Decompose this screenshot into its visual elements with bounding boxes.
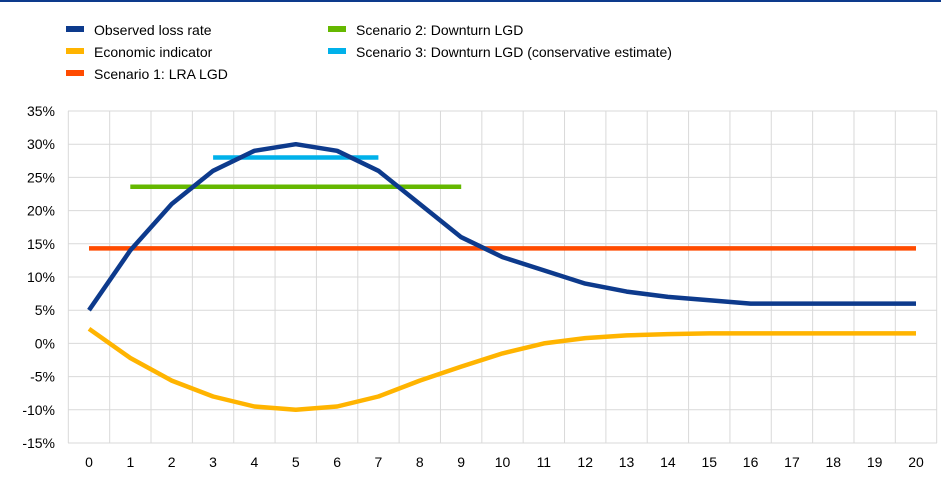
legend-swatch	[66, 26, 84, 32]
legend-swatch	[66, 70, 84, 76]
y-tick-label: 15%	[27, 236, 55, 252]
x-tick-label: 2	[168, 454, 176, 470]
y-tick-label: 35%	[27, 103, 55, 119]
legend-label: Scenario 2: Downturn LGD	[356, 22, 523, 38]
legend-swatch	[328, 26, 346, 32]
legend-label: Observed loss rate	[94, 22, 212, 38]
x-tick-label: 6	[333, 454, 341, 470]
x-tick-label: 18	[826, 454, 842, 470]
x-tick-label: 10	[495, 454, 511, 470]
legend-item: Economic indicator	[66, 44, 213, 60]
legend-item: Scenario 2: Downturn LGD	[328, 22, 523, 38]
x-tick-label: 8	[416, 454, 424, 470]
x-tick-label: 11	[537, 454, 552, 470]
x-tick-label: 7	[375, 454, 383, 470]
x-tick-label: 9	[457, 454, 465, 470]
x-tick-label: 3	[209, 454, 217, 470]
y-tick-label: 0%	[35, 335, 55, 351]
x-tick-label: 13	[619, 454, 635, 470]
legend-swatch	[66, 48, 84, 54]
x-tick-label: 0	[85, 454, 93, 470]
y-tick-label: -5%	[30, 369, 55, 385]
x-tick-label: 4	[251, 454, 259, 470]
legend-label: Economic indicator	[94, 44, 213, 60]
legend-label: Scenario 1: LRA LGD	[94, 66, 228, 82]
x-tick-label: 1	[126, 454, 134, 470]
x-tick-label: 5	[292, 454, 300, 470]
series-line-1	[87, 326, 916, 413]
x-tick-label: 19	[867, 454, 883, 470]
x-tick-label: 16	[743, 454, 759, 470]
legend-item: Observed loss rate	[66, 22, 212, 38]
x-tick-label: 20	[908, 454, 924, 470]
legend-swatch	[328, 48, 346, 54]
legend-item: Scenario 1: LRA LGD	[66, 66, 228, 82]
x-tick-label: 14	[660, 454, 676, 470]
y-tick-label: 30%	[27, 136, 55, 152]
y-tick-label: -15%	[22, 435, 55, 451]
legend: Observed loss rate Economic indicator Sc…	[66, 22, 672, 82]
series-group	[87, 141, 916, 413]
series-line-0	[87, 141, 916, 312]
y-tick-label: -10%	[22, 402, 55, 418]
x-tick-label: 12	[577, 454, 593, 470]
y-tick-label: 20%	[27, 203, 55, 219]
y-axis: -15% -10% -5% 0% 5% 10% 15% 20% 25% 30% 35%	[22, 103, 55, 451]
legend-label: Scenario 3: Downturn LGD (conservative e…	[356, 44, 672, 60]
x-axis: 0 1 2 3 4 5 6 7 8 9 10 11 12 13 14 15 16 17 18 19 20	[85, 454, 924, 470]
y-tick-label: 10%	[27, 269, 55, 285]
legend-item: Scenario 3: Downturn LGD (conservative e…	[328, 44, 672, 60]
y-tick-label: 25%	[27, 169, 55, 185]
y-tick-label: 5%	[35, 302, 55, 318]
x-tick-label: 15	[701, 454, 717, 470]
x-tick-label: 17	[784, 454, 800, 470]
